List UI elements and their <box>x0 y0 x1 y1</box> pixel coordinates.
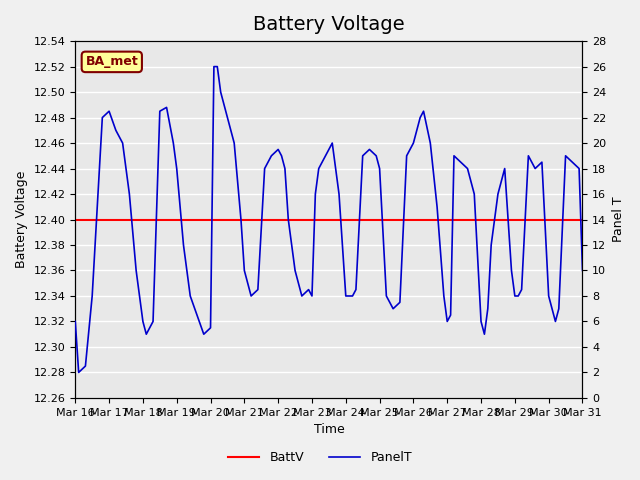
Y-axis label: Battery Voltage: Battery Voltage <box>15 171 28 268</box>
Title: Battery Voltage: Battery Voltage <box>253 15 404 34</box>
Legend: BattV, PanelT: BattV, PanelT <box>223 446 417 469</box>
X-axis label: Time: Time <box>314 423 344 436</box>
Y-axis label: Panel T: Panel T <box>612 197 625 242</box>
Text: BA_met: BA_met <box>85 55 138 68</box>
